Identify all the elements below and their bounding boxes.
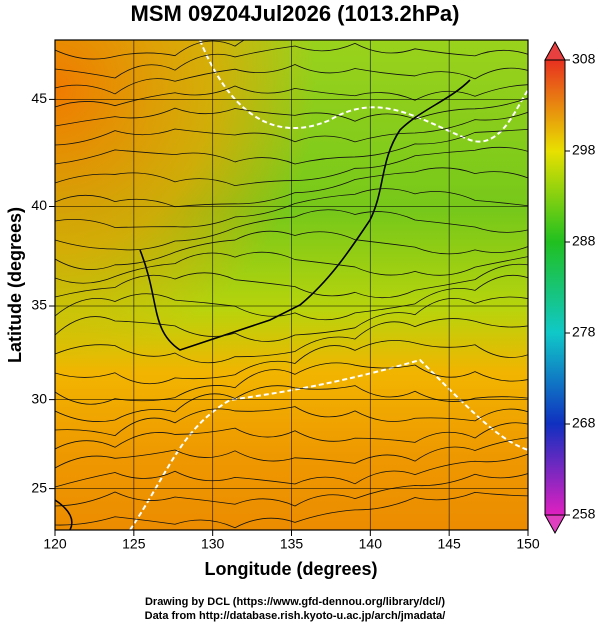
streamline [55, 362, 528, 405]
streamline [55, 188, 528, 228]
streamline [55, 437, 528, 469]
streamline [55, 146, 528, 187]
x-tick-label: 120 [43, 536, 67, 552]
colorbar-top-arrow [544, 40, 566, 61]
streamline [55, 340, 528, 385]
streamline [55, 97, 528, 127]
y-tick-label: 35 [31, 297, 47, 313]
credit: Drawing by DCL (https://www.gfd-dennou.o… [145, 596, 445, 608]
temperature-field [55, 40, 528, 530]
streamline [55, 111, 528, 146]
x-tick-label: 150 [516, 536, 540, 552]
colorbar-tick-label: 308 [572, 51, 596, 67]
streamline [55, 274, 528, 321]
colorbar-tick-label: 258 [572, 506, 596, 522]
colorbar-tick-label: 298 [572, 142, 596, 158]
colorbar-tick-label: 288 [572, 233, 596, 249]
streamline [55, 129, 528, 165]
title: MSM 09Z04Jul2026 (1013.2hPa) [131, 1, 460, 26]
x-axis-label: Longitude (degrees) [204, 559, 377, 579]
credit: Data from http://database.rish.kyoto-u.a… [145, 610, 446, 622]
streamline [55, 42, 528, 79]
colorbar [544, 59, 566, 516]
streamline [55, 422, 528, 450]
streamline [55, 491, 528, 529]
x-tick-label: 130 [201, 536, 225, 552]
streamline [55, 385, 528, 422]
streamline [55, 167, 528, 208]
colorbar-tick-label: 278 [572, 324, 596, 340]
streamline [55, 230, 528, 270]
y-tick-label: 45 [31, 90, 47, 106]
streamline [55, 406, 528, 437]
x-tick-label: 135 [280, 536, 304, 552]
streamline [55, 64, 528, 95]
streamline [55, 296, 528, 342]
x-tick-label: 145 [437, 536, 461, 552]
y-tick-label: 25 [31, 479, 47, 495]
streamline [55, 209, 528, 251]
y-tick-label: 40 [31, 197, 47, 213]
y-tick-label: 30 [31, 390, 47, 406]
x-tick-label: 140 [359, 536, 383, 552]
streamline [55, 318, 528, 364]
x-tick-label: 125 [122, 536, 146, 552]
colorbar-tick-label: 268 [572, 415, 596, 431]
streamline [55, 40, 246, 60]
colorbar-bottom-arrow [544, 514, 566, 535]
y-axis-label: Latitude (degrees) [5, 207, 25, 363]
streamline [55, 263, 528, 299]
